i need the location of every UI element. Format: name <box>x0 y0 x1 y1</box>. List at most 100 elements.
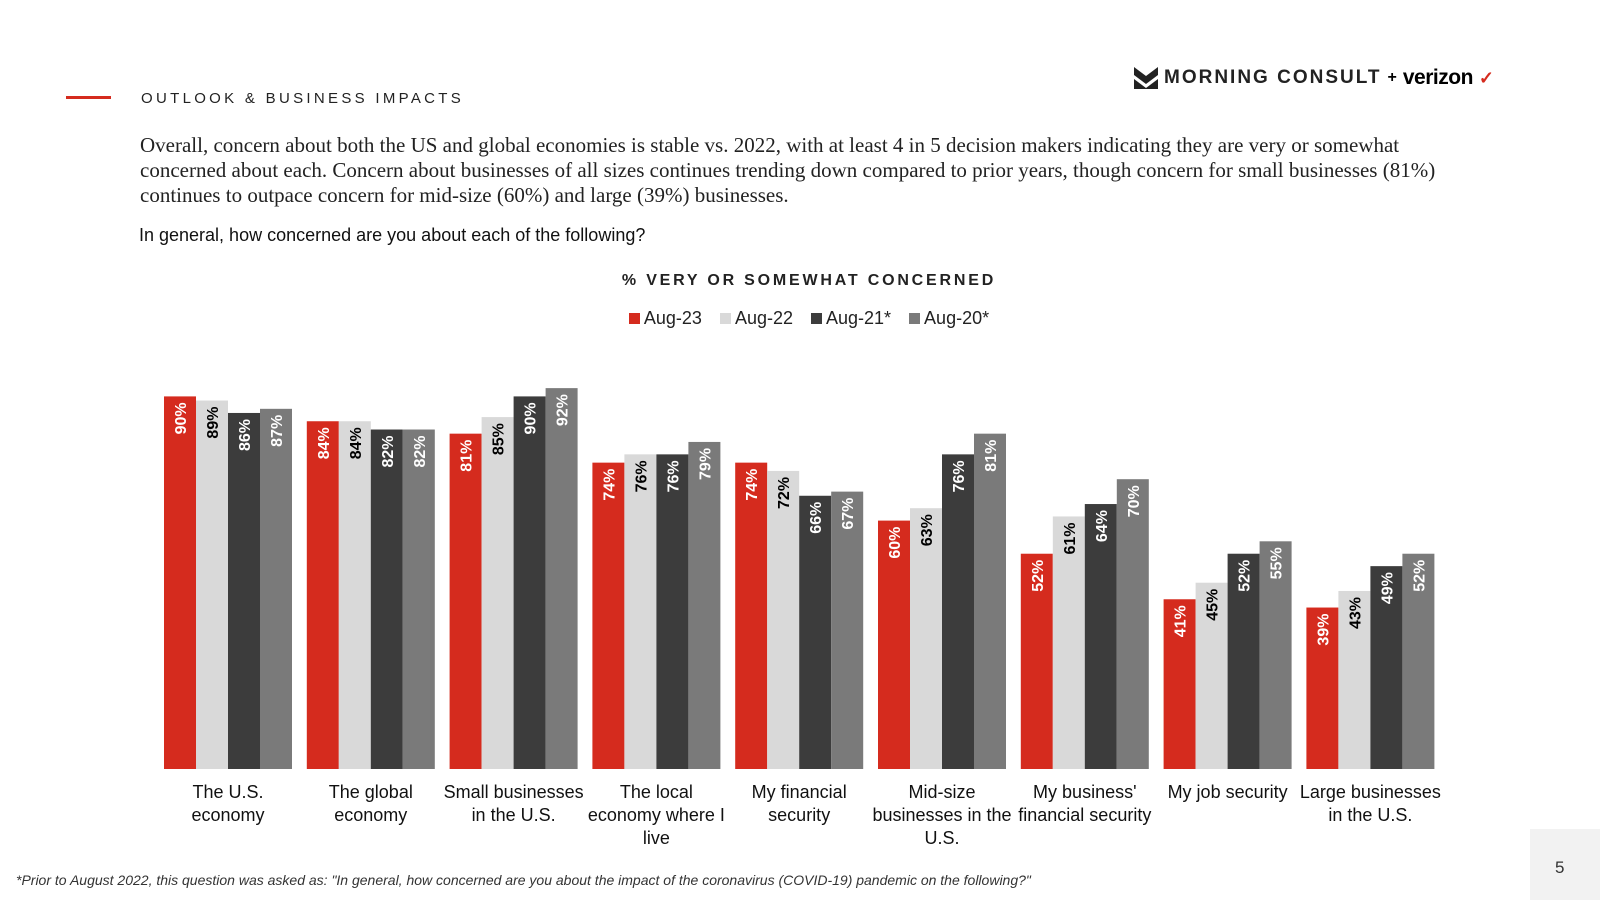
data-label: 84% <box>348 427 365 459</box>
data-label: 76% <box>951 460 968 492</box>
bar <box>164 396 196 769</box>
legend-swatch <box>909 313 921 324</box>
question-text: In general, how concerned are you about … <box>139 225 646 245</box>
legend-label: Aug-22 <box>734 308 793 328</box>
bar <box>735 462 768 769</box>
data-label: 61% <box>1062 522 1079 554</box>
data-label: 90% <box>523 402 540 434</box>
category-label: The global economy <box>328 782 413 825</box>
section-title: OUTLOOK & BUSINESS IMPACTS <box>141 90 465 107</box>
data-label: 52% <box>1030 560 1047 592</box>
footnote: *Prior to August 2022, this question was… <box>16 872 1031 888</box>
morning-consult-logo-icon <box>1134 67 1158 89</box>
legend-swatch <box>719 313 731 324</box>
data-label: 92% <box>555 394 572 426</box>
category-label: The U.S. economy <box>191 782 265 825</box>
bar <box>974 433 1006 769</box>
category-label: Mid-size businesses in the U.S. <box>872 782 1012 848</box>
logo: MORNING CONSULT + verizon ✓ <box>1134 66 1494 90</box>
bar <box>799 495 832 769</box>
data-label: 72% <box>776 477 793 509</box>
bar <box>449 433 482 769</box>
category-label: Large businesses in the U.S. <box>1299 782 1441 825</box>
bar <box>196 400 228 769</box>
bar <box>767 470 800 769</box>
bar <box>1338 590 1371 769</box>
logo-plus: + <box>1387 69 1397 86</box>
bar <box>1163 599 1196 769</box>
category-label: The local economy where I live <box>587 782 725 848</box>
data-label: 39% <box>1315 614 1332 646</box>
data-label: 67% <box>840 498 857 530</box>
page-number-box <box>1530 829 1600 900</box>
bar <box>1259 541 1292 769</box>
bar <box>1116 479 1149 769</box>
bar <box>545 388 578 769</box>
data-label: 82% <box>412 436 429 468</box>
data-label: 74% <box>744 469 761 501</box>
category-label: My financial security <box>751 782 847 825</box>
check-icon: ✓ <box>1478 67 1494 88</box>
data-label: 82% <box>380 436 397 468</box>
data-label: 60% <box>887 527 904 559</box>
bar <box>1020 553 1053 769</box>
bar <box>370 429 403 769</box>
data-label: 64% <box>1094 510 1111 542</box>
bar <box>1306 607 1339 769</box>
bar <box>656 454 689 769</box>
data-label: 43% <box>1347 597 1364 629</box>
legend-item: Aug-23 <box>628 308 702 329</box>
category-label: Small businesses in the U.S. <box>443 782 584 825</box>
data-label: 86% <box>237 419 254 451</box>
data-label: 87% <box>269 415 286 447</box>
bar <box>228 412 260 769</box>
bar <box>1370 566 1403 769</box>
legend-swatch <box>628 313 640 324</box>
data-label: 74% <box>601 469 618 501</box>
bar <box>878 520 910 769</box>
chart-title: % VERY OR SOMEWHAT CONCERNED <box>621 272 997 289</box>
bar <box>1227 553 1260 769</box>
bar <box>481 417 514 769</box>
data-label: 84% <box>316 427 333 459</box>
data-label: 55% <box>1269 547 1286 579</box>
data-label: 76% <box>633 460 650 492</box>
accent-line <box>66 96 111 99</box>
data-label: 52% <box>1411 560 1428 592</box>
data-label: 41% <box>1173 605 1190 637</box>
bar <box>688 441 721 769</box>
bar <box>260 408 292 769</box>
bar <box>831 491 864 769</box>
data-label: 45% <box>1205 589 1222 621</box>
bar <box>402 429 435 769</box>
bar <box>910 508 942 769</box>
bar <box>1052 516 1085 769</box>
data-label: 76% <box>665 460 682 492</box>
data-label: 70% <box>1126 485 1143 517</box>
logo-text: MORNING CONSULT <box>1164 67 1382 88</box>
bar <box>338 421 371 769</box>
legend-item: Aug-20* <box>909 308 989 329</box>
chart-legend: Aug-23 Aug-22 Aug-21* Aug-20* <box>0 308 1600 329</box>
legend-item: Aug-22 <box>719 308 793 329</box>
bar <box>1195 582 1228 769</box>
data-label: 89% <box>205 407 222 439</box>
legend-label: Aug-20* <box>924 308 990 328</box>
data-label: 90% <box>173 402 190 434</box>
bar <box>942 454 974 769</box>
partner-logo: verizon <box>1402 66 1474 89</box>
data-label: 81% <box>983 440 1000 472</box>
data-label: 66% <box>808 502 825 534</box>
bar <box>513 396 546 769</box>
legend-label: Aug-23 <box>643 308 702 328</box>
data-label: 85% <box>491 423 508 455</box>
bar <box>624 454 657 769</box>
data-label: 79% <box>697 448 714 480</box>
page-number: 5 <box>1555 858 1565 877</box>
data-label: 63% <box>919 514 936 546</box>
data-label: 81% <box>459 440 476 472</box>
legend-item: Aug-21* <box>810 308 891 329</box>
bar <box>592 462 625 769</box>
category-label: My job security <box>1167 782 1288 802</box>
